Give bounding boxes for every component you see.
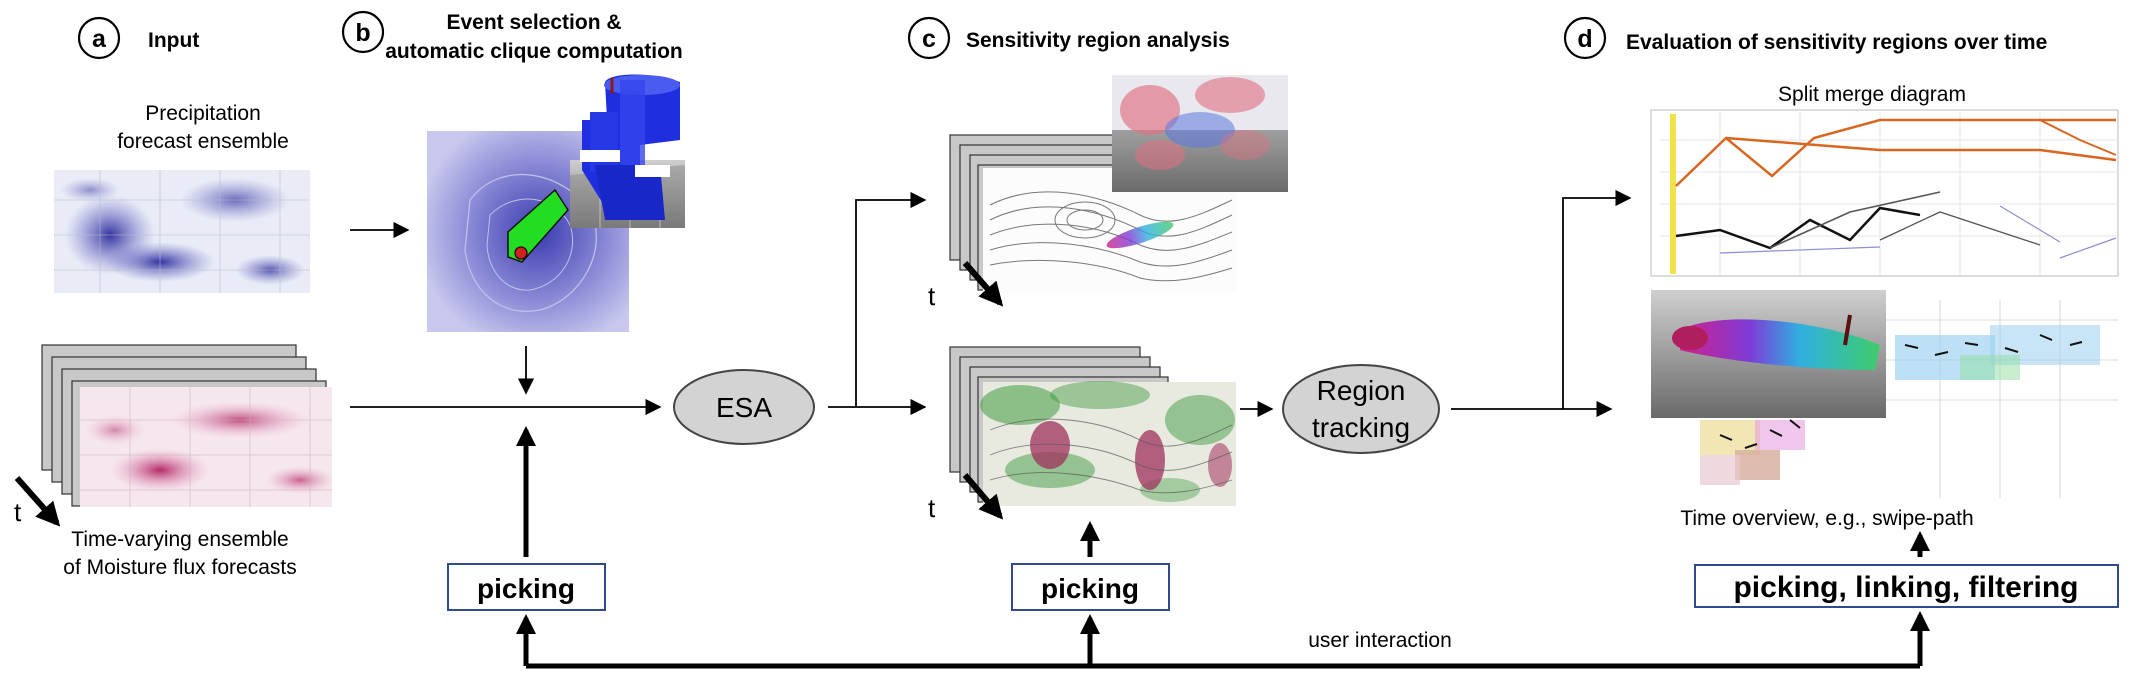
badge-a: a bbox=[77, 16, 121, 60]
moisture-map bbox=[80, 387, 335, 507]
precip-caption-line2: forecast ensemble bbox=[117, 130, 289, 153]
time-label-c-top: t bbox=[928, 281, 936, 311]
sensitivity-map bbox=[980, 381, 1236, 506]
time-overview-caption: Time overview, e.g., swipe-path bbox=[1680, 507, 1973, 530]
panel-d-title: Evaluation of sensitivity regions over t… bbox=[1626, 31, 2047, 54]
panel-b-title-line2: automatic clique computation bbox=[385, 40, 683, 63]
picking-linking-filtering-label: picking, linking, filtering bbox=[1733, 571, 2078, 604]
picking-button-b-label: picking bbox=[477, 573, 575, 604]
panel-b-title-line1: Event selection & bbox=[446, 11, 621, 34]
moisture-stack bbox=[41, 344, 335, 507]
flow-arrows bbox=[350, 189, 1930, 669]
region-tracking-label-line2: tracking bbox=[1312, 412, 1410, 443]
badge-d-letter: d bbox=[1577, 25, 1592, 53]
panel-d: d Evaluation of sensitivity regions over… bbox=[1563, 16, 2119, 530]
badge-b: b bbox=[341, 10, 385, 54]
sensitivity-3d-inset bbox=[1112, 75, 1288, 192]
region-tracking-label-line1: Region bbox=[1317, 375, 1406, 406]
moisture-caption-line1: Time-varying ensemble bbox=[71, 528, 288, 551]
esa-node[interactable]: ESA bbox=[673, 369, 815, 445]
esa-label: ESA bbox=[716, 392, 772, 423]
time-arrow-a bbox=[14, 476, 61, 527]
panel-a: a Input Precipitation forecast ensemble bbox=[14, 16, 335, 579]
precipitation-map bbox=[54, 170, 310, 293]
badge-d: d bbox=[1563, 16, 1607, 60]
picking-button-c[interactable]: picking bbox=[1011, 563, 1170, 611]
time-label-c-bottom: t bbox=[928, 493, 936, 523]
region-tracking-node[interactable]: Region tracking bbox=[1282, 364, 1440, 454]
badge-b-letter: b bbox=[355, 19, 370, 47]
panel-b: b Event selection & automatic clique com… bbox=[341, 10, 685, 332]
picking-linking-filtering-button[interactable]: picking, linking, filtering bbox=[1694, 564, 2119, 608]
selected-event-polygon bbox=[507, 188, 569, 263]
split-merge-caption: Split merge diagram bbox=[1778, 83, 1966, 106]
user-interaction-label: user interaction bbox=[1308, 629, 1452, 652]
panel-c-title: Sensitivity region analysis bbox=[966, 29, 1230, 52]
picking-button-b[interactable]: picking bbox=[447, 563, 606, 611]
badge-c: c bbox=[907, 16, 951, 60]
clique-volume-inset bbox=[570, 74, 685, 228]
split-merge-diagram bbox=[1650, 109, 2119, 277]
badge-c-letter: c bbox=[922, 25, 936, 53]
precip-caption-line1: Precipitation bbox=[145, 102, 261, 125]
picking-button-c-label: picking bbox=[1041, 573, 1139, 604]
time-label-a: t bbox=[14, 497, 22, 527]
panel-a-title: Input bbox=[148, 29, 199, 52]
sensitivity-stack bbox=[949, 346, 1236, 506]
badge-a-letter: a bbox=[92, 25, 107, 53]
time-arrow-c-top bbox=[962, 261, 1004, 307]
swipe-path-overview bbox=[1651, 290, 2118, 500]
time-arrow-c-bottom bbox=[962, 473, 1004, 520]
moisture-caption-line2: of Moisture flux forecasts bbox=[63, 556, 296, 579]
panel-c: c Sensitivity region analysis bbox=[907, 16, 1288, 523]
